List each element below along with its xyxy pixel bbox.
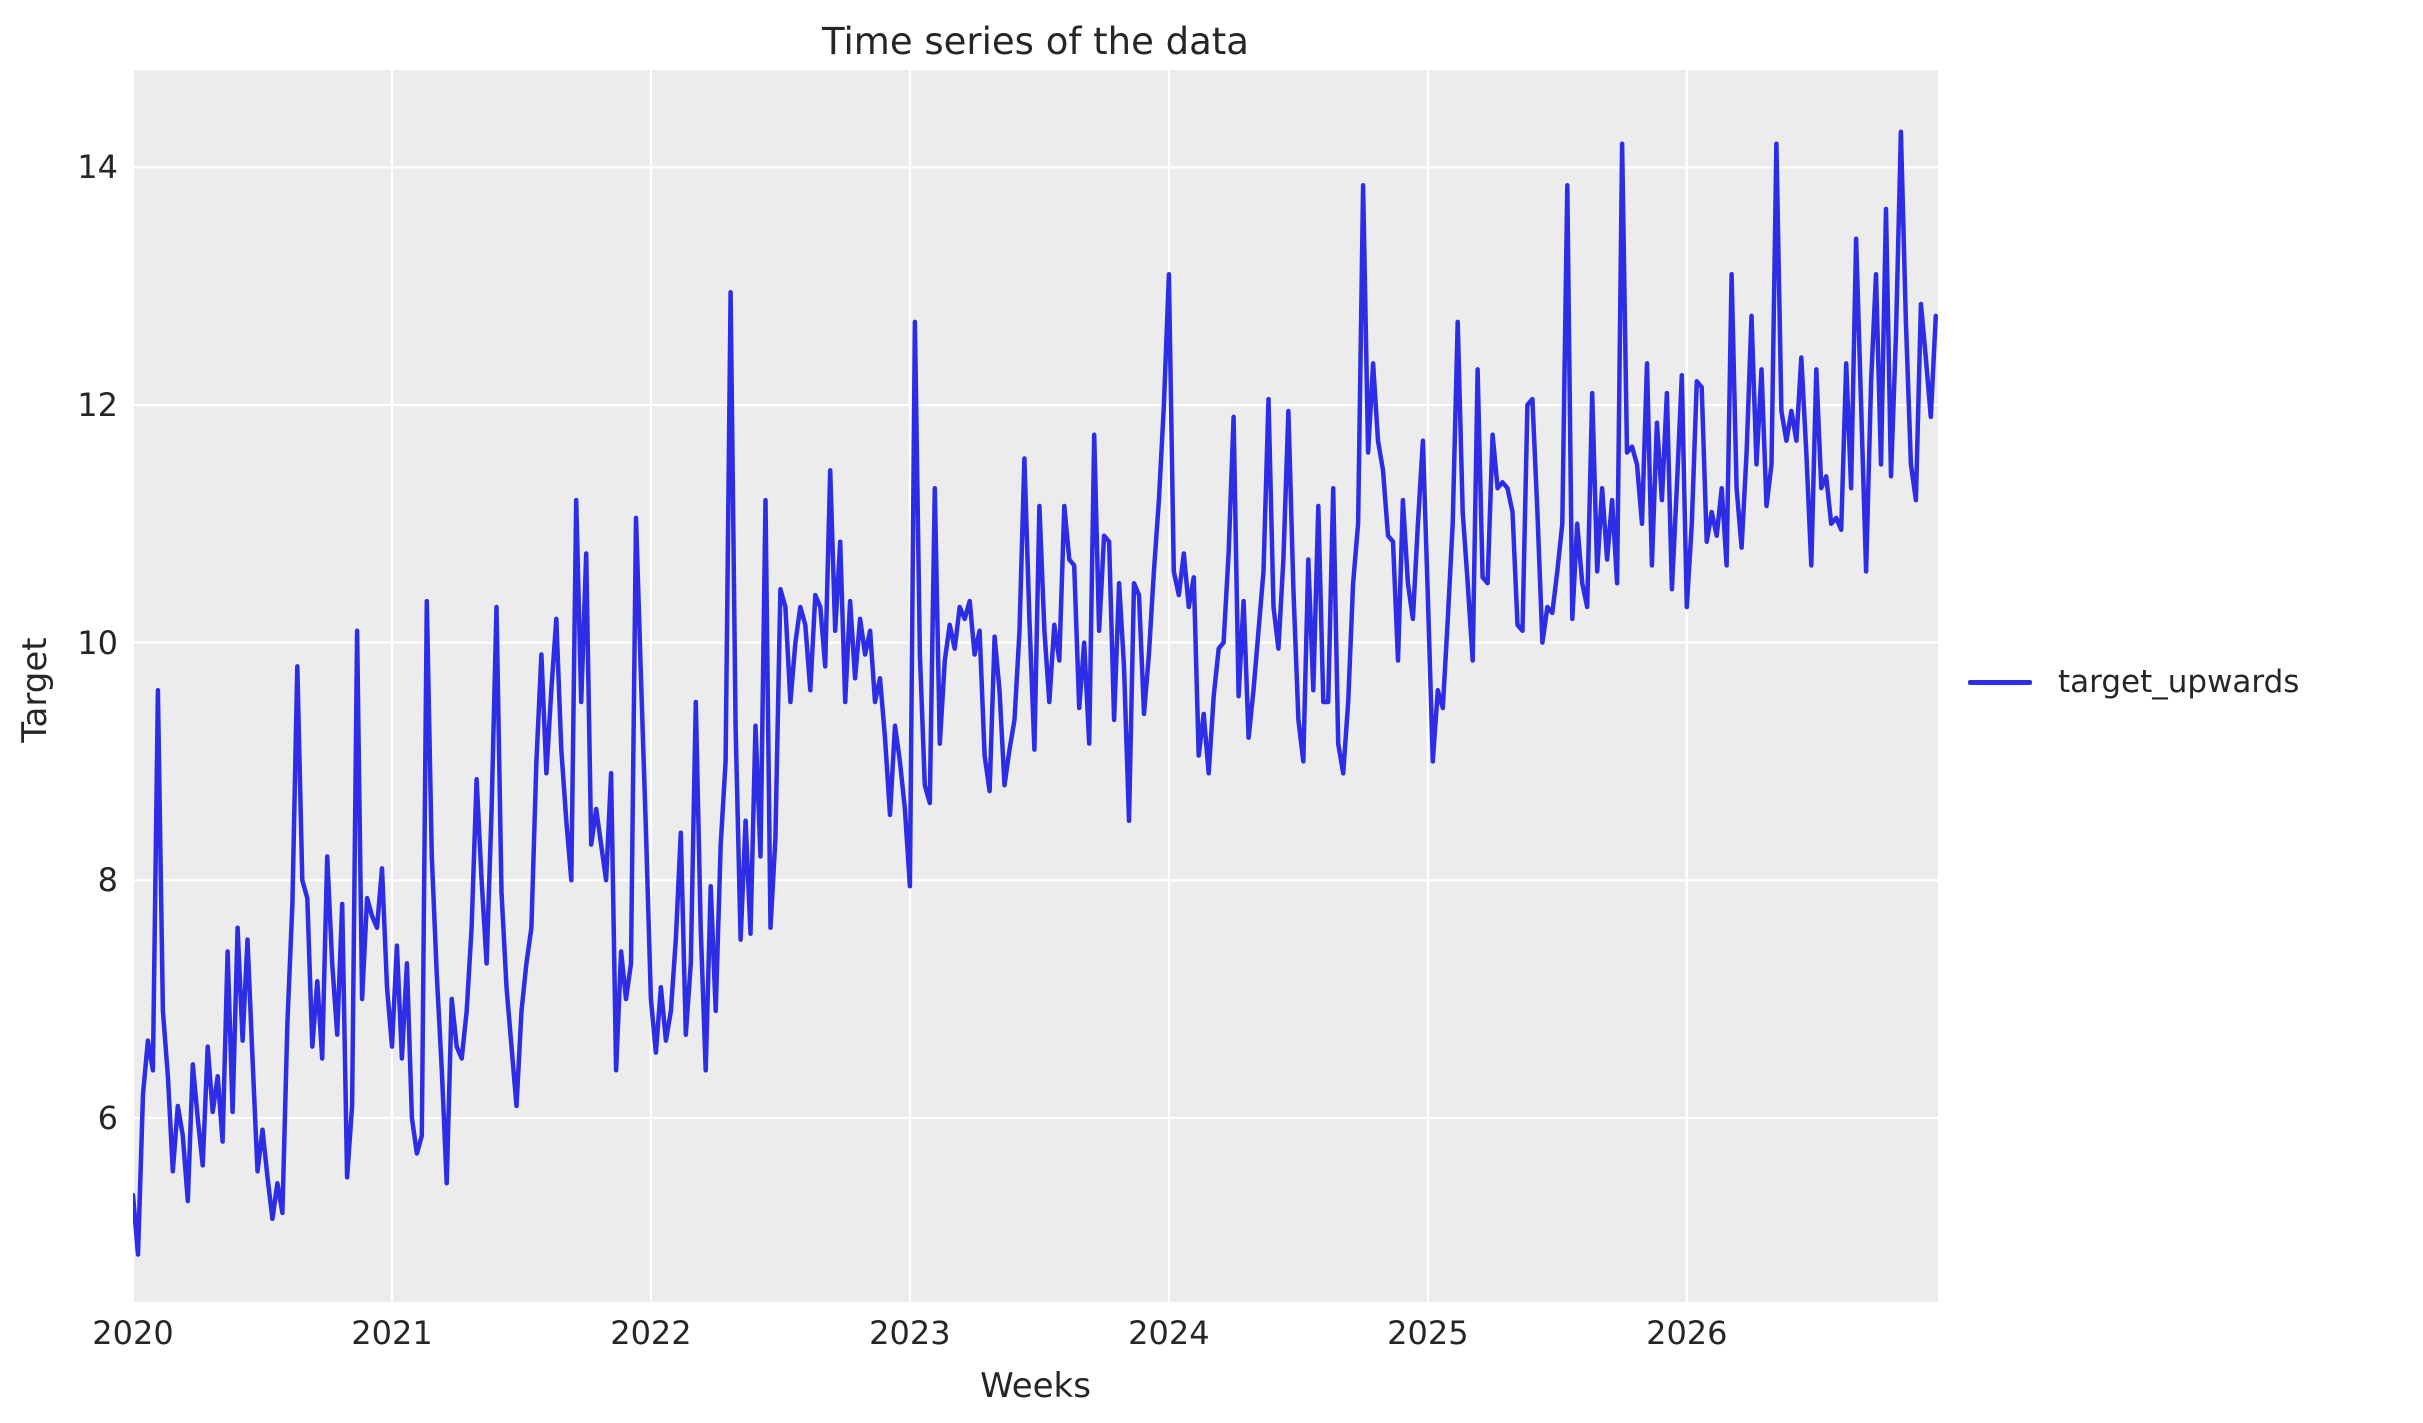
y-tick-label: 14 xyxy=(77,148,118,187)
legend-series-label: target_upwards xyxy=(2058,664,2300,700)
series-line-target_upwards xyxy=(133,129,1938,1257)
y-tick-label: 12 xyxy=(77,386,118,425)
x-tick-label: 2020 xyxy=(92,1314,174,1352)
y-axis-label: Target xyxy=(15,637,55,743)
chart-title: Time series of the data xyxy=(822,20,1249,63)
y-tick-label: 8 xyxy=(97,861,118,900)
y-tick-label: 6 xyxy=(97,1098,118,1137)
x-tick-label: 2023 xyxy=(869,1314,951,1352)
chart-canvas xyxy=(133,70,1938,1302)
x-axis-label: Weeks xyxy=(980,1366,1091,1406)
legend: target_upwards xyxy=(1968,664,2299,700)
plot-area xyxy=(133,70,1938,1302)
legend-line-swatch xyxy=(1968,679,2032,685)
x-tick-label: 2021 xyxy=(351,1314,433,1352)
x-tick-label: 2024 xyxy=(1128,1314,1210,1352)
y-tick-label: 10 xyxy=(77,623,118,662)
x-tick-label: 2025 xyxy=(1387,1314,1469,1352)
x-tick-label: 2022 xyxy=(610,1314,692,1352)
x-tick-label: 2026 xyxy=(1646,1314,1728,1352)
